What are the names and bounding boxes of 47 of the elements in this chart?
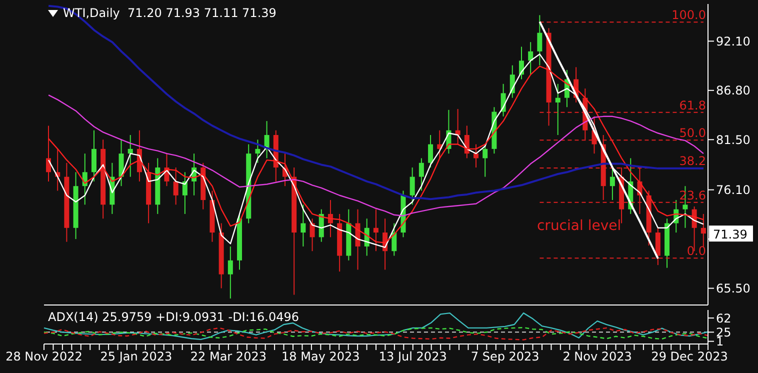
- annotation: crucial level: [536, 218, 622, 234]
- chart-title: ADX(14) 25.9759 +DI:9.0931 -DI:16.0496: [48, 310, 300, 324]
- candlestick: [474, 144, 479, 168]
- candlestick: [392, 222, 397, 256]
- candlestick: [610, 167, 615, 201]
- y-tick-label: 76.10: [716, 183, 750, 198]
- candlestick: [410, 167, 415, 206]
- annotation: 38.2: [679, 154, 706, 168]
- candlestick: [428, 134, 434, 168]
- candlestick: [91, 130, 96, 182]
- x-tick-label: 13 Jul 2023: [378, 350, 447, 364]
- x-tick-label: 2 Nov 2023: [562, 350, 632, 364]
- y-tick-label: 81.50: [716, 132, 750, 147]
- candlestick: [255, 139, 260, 164]
- y-tick-label: 92.10: [716, 34, 750, 48]
- candlestick: [537, 14, 542, 66]
- x-tick-label: 29 Dec 2023: [651, 350, 728, 364]
- candlestick: [228, 246, 233, 299]
- candlestick: [300, 204, 306, 247]
- y-tick-label: 86.80: [716, 84, 750, 98]
- candlestick: [128, 134, 133, 178]
- line-series: [48, 94, 704, 216]
- candlestick: [173, 167, 178, 206]
- candlestick: [418, 158, 424, 192]
- x-tick-label: 25 Jan 2023: [100, 350, 172, 364]
- x-tick-label: 7 Sep 2023: [470, 350, 540, 364]
- y-tick-label: 62: [716, 311, 732, 326]
- candlestick: [310, 218, 315, 252]
- candlestick: [482, 144, 488, 178]
- line-series: [48, 4, 704, 200]
- line-series: [43, 312, 709, 340]
- annotation: 50.0: [679, 126, 706, 140]
- candlestick: [528, 42, 534, 76]
- x-tick-label: 18 May 2023: [282, 350, 360, 364]
- x-tick-label: 28 Nov 2022: [6, 350, 82, 364]
- candlestick: [555, 83, 560, 136]
- candlestick: [46, 125, 51, 182]
- candlestick: [700, 213, 706, 247]
- candlestick: [373, 208, 378, 252]
- annotation: 100.0: [672, 8, 706, 22]
- candlestick: [182, 172, 188, 214]
- annotation: 71.39: [713, 228, 748, 242]
- y-tick-label: 65.50: [716, 282, 750, 296]
- annotation: 61.8: [679, 98, 706, 112]
- candlestick: [118, 139, 124, 187]
- x-tick-label: 22 Mar 2023: [190, 350, 266, 364]
- annotation: 0.0: [686, 244, 706, 258]
